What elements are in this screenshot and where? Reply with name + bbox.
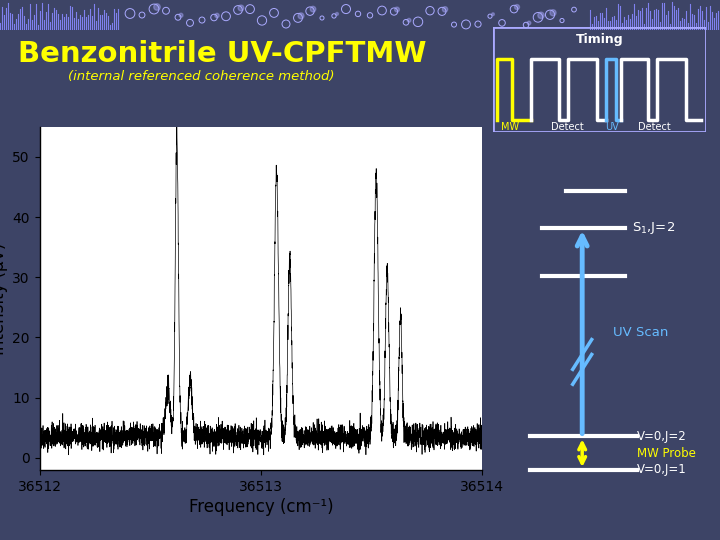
Circle shape <box>407 18 411 22</box>
Text: UV Scan: UV Scan <box>613 326 668 339</box>
Circle shape <box>298 13 304 19</box>
Circle shape <box>550 10 556 16</box>
Text: MW Probe: MW Probe <box>637 447 696 460</box>
Circle shape <box>395 7 400 12</box>
Text: Detect: Detect <box>638 122 671 132</box>
Circle shape <box>442 6 448 12</box>
Text: Timing: Timing <box>575 33 624 46</box>
Circle shape <box>154 4 161 10</box>
Y-axis label: Intensity (μV): Intensity (μV) <box>0 242 8 355</box>
X-axis label: Frequency (cm⁻¹): Frequency (cm⁻¹) <box>189 498 333 516</box>
Text: Benzonitrile UV-CPFTMW: Benzonitrile UV-CPFTMW <box>18 40 426 69</box>
Text: MW: MW <box>501 122 519 132</box>
Text: V=0,J=1: V=0,J=1 <box>637 463 687 476</box>
Circle shape <box>179 14 183 17</box>
Circle shape <box>527 21 531 25</box>
Circle shape <box>238 5 244 11</box>
Text: UV: UV <box>606 122 619 132</box>
Circle shape <box>515 4 520 10</box>
Circle shape <box>538 12 544 18</box>
Text: S$_1$,J=2: S$_1$,J=2 <box>632 220 675 236</box>
Text: (internal referenced coherence method): (internal referenced coherence method) <box>68 70 335 83</box>
Circle shape <box>310 6 316 12</box>
Circle shape <box>492 13 495 16</box>
Circle shape <box>336 12 338 15</box>
Circle shape <box>215 14 219 18</box>
Text: V=0,J=2: V=0,J=2 <box>637 430 687 443</box>
Text: Detect: Detect <box>552 122 584 132</box>
